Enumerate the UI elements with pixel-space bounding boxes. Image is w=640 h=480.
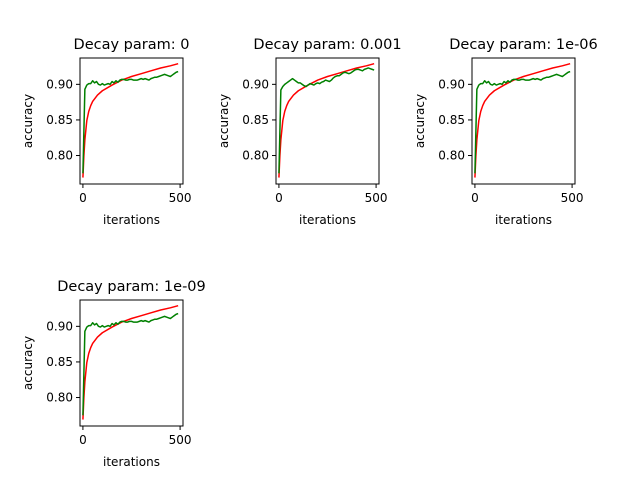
y-tick-label: 0.85 — [438, 113, 465, 127]
y-tick-label: 0.85 — [46, 355, 73, 369]
subplot-3: Decay param: 1e-06 0 500 0.80 0.85 0.90 iter… — [413, 37, 598, 227]
y-axis-label: accuracy — [217, 94, 231, 148]
y-tick-label: 0.80 — [438, 149, 465, 163]
subplot-title: Decay param: 1e-09 — [57, 279, 206, 295]
plot-area: 0 500 0.80 0.85 0.90 — [242, 57, 388, 205]
y-axis-label: accuracy — [413, 94, 427, 148]
y-tick-label: 0.90 — [46, 319, 73, 333]
x-tick-label: 500 — [561, 191, 584, 205]
y-tick-label: 0.90 — [242, 77, 269, 91]
x-tick-label: 500 — [365, 191, 388, 205]
y-tick-label: 0.85 — [46, 113, 73, 127]
axes-frame — [275, 57, 380, 185]
plot-area: 0 500 0.80 0.85 0.90 — [438, 57, 584, 205]
plot-area: 0 500 0.80 0.85 0.90 — [46, 57, 192, 205]
subplot-1: Decay param: 0 0 500 0.80 0.85 0.90 iteratio… — [21, 37, 192, 227]
x-tick-label: 0 — [79, 191, 87, 205]
series-line-2 — [82, 312, 179, 416]
x-axis-label: iterations — [103, 455, 160, 469]
subplot-title: Decay param: 0.001 — [253, 37, 401, 53]
series-line-2 — [82, 70, 179, 174]
axes-frame — [471, 57, 576, 185]
plot-area: 0 500 0.80 0.85 0.90 — [46, 299, 192, 447]
x-tick-label: 500 — [169, 433, 192, 447]
series-line-1 — [278, 62, 375, 178]
x-axis-label: iterations — [299, 213, 356, 227]
subplot-2: Decay param: 0.001 0 500 0.80 0.85 0.90 iter… — [217, 37, 402, 227]
axes-frame — [79, 57, 184, 185]
x-tick-label: 0 — [471, 191, 479, 205]
series-line-2 — [474, 70, 571, 174]
x-tick-label: 0 — [275, 191, 283, 205]
y-tick-label: 0.90 — [46, 77, 73, 91]
x-axis-label: iterations — [103, 213, 160, 227]
x-tick-label: 0 — [79, 433, 87, 447]
y-tick-label: 0.85 — [242, 113, 269, 127]
axes-frame — [79, 299, 184, 427]
subplot-title: Decay param: 0 — [74, 37, 190, 53]
x-tick-label: 500 — [169, 191, 192, 205]
x-axis-label: iterations — [495, 213, 552, 227]
y-axis-label: accuracy — [21, 336, 35, 390]
series-line-2 — [278, 67, 375, 174]
series-line-1 — [474, 62, 571, 178]
series-line-1 — [82, 304, 179, 420]
subplot-title: Decay param: 1e-06 — [449, 37, 598, 53]
y-tick-label: 0.90 — [438, 77, 465, 91]
y-axis-label: accuracy — [21, 94, 35, 148]
y-tick-label: 0.80 — [242, 149, 269, 163]
y-tick-label: 0.80 — [46, 391, 73, 405]
series-line-1 — [82, 62, 179, 178]
subplot-4: Decay param: 1e-09 0 500 0.80 0.85 0.90 iter… — [21, 279, 206, 469]
y-tick-label: 0.80 — [46, 149, 73, 163]
